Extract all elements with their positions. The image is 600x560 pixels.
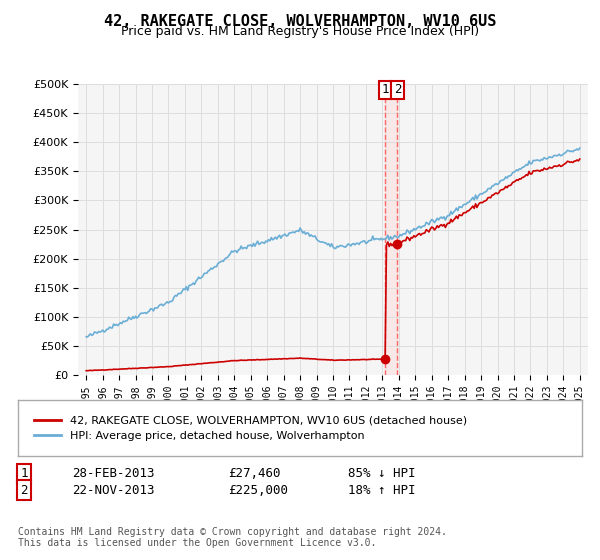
Text: 28-FEB-2013: 28-FEB-2013 bbox=[72, 466, 155, 480]
Text: 18% ↑ HPI: 18% ↑ HPI bbox=[348, 483, 415, 497]
Text: 1: 1 bbox=[382, 83, 389, 96]
Text: 22-NOV-2013: 22-NOV-2013 bbox=[72, 483, 155, 497]
Text: 42, RAKEGATE CLOSE, WOLVERHAMPTON, WV10 6US: 42, RAKEGATE CLOSE, WOLVERHAMPTON, WV10 … bbox=[104, 14, 496, 29]
Text: 85% ↓ HPI: 85% ↓ HPI bbox=[348, 466, 415, 480]
Text: Price paid vs. HM Land Registry's House Price Index (HPI): Price paid vs. HM Land Registry's House … bbox=[121, 25, 479, 38]
Text: £27,460: £27,460 bbox=[228, 466, 281, 480]
Text: 2: 2 bbox=[394, 83, 401, 96]
Legend: 42, RAKEGATE CLOSE, WOLVERHAMPTON, WV10 6US (detached house), HPI: Average price: 42, RAKEGATE CLOSE, WOLVERHAMPTON, WV10 … bbox=[29, 411, 472, 446]
Text: Contains HM Land Registry data © Crown copyright and database right 2024.
This d: Contains HM Land Registry data © Crown c… bbox=[18, 527, 447, 548]
Bar bbox=[385, 84, 397, 375]
Text: 2: 2 bbox=[20, 483, 28, 497]
Text: 1: 1 bbox=[20, 466, 28, 480]
Text: £225,000: £225,000 bbox=[228, 483, 288, 497]
